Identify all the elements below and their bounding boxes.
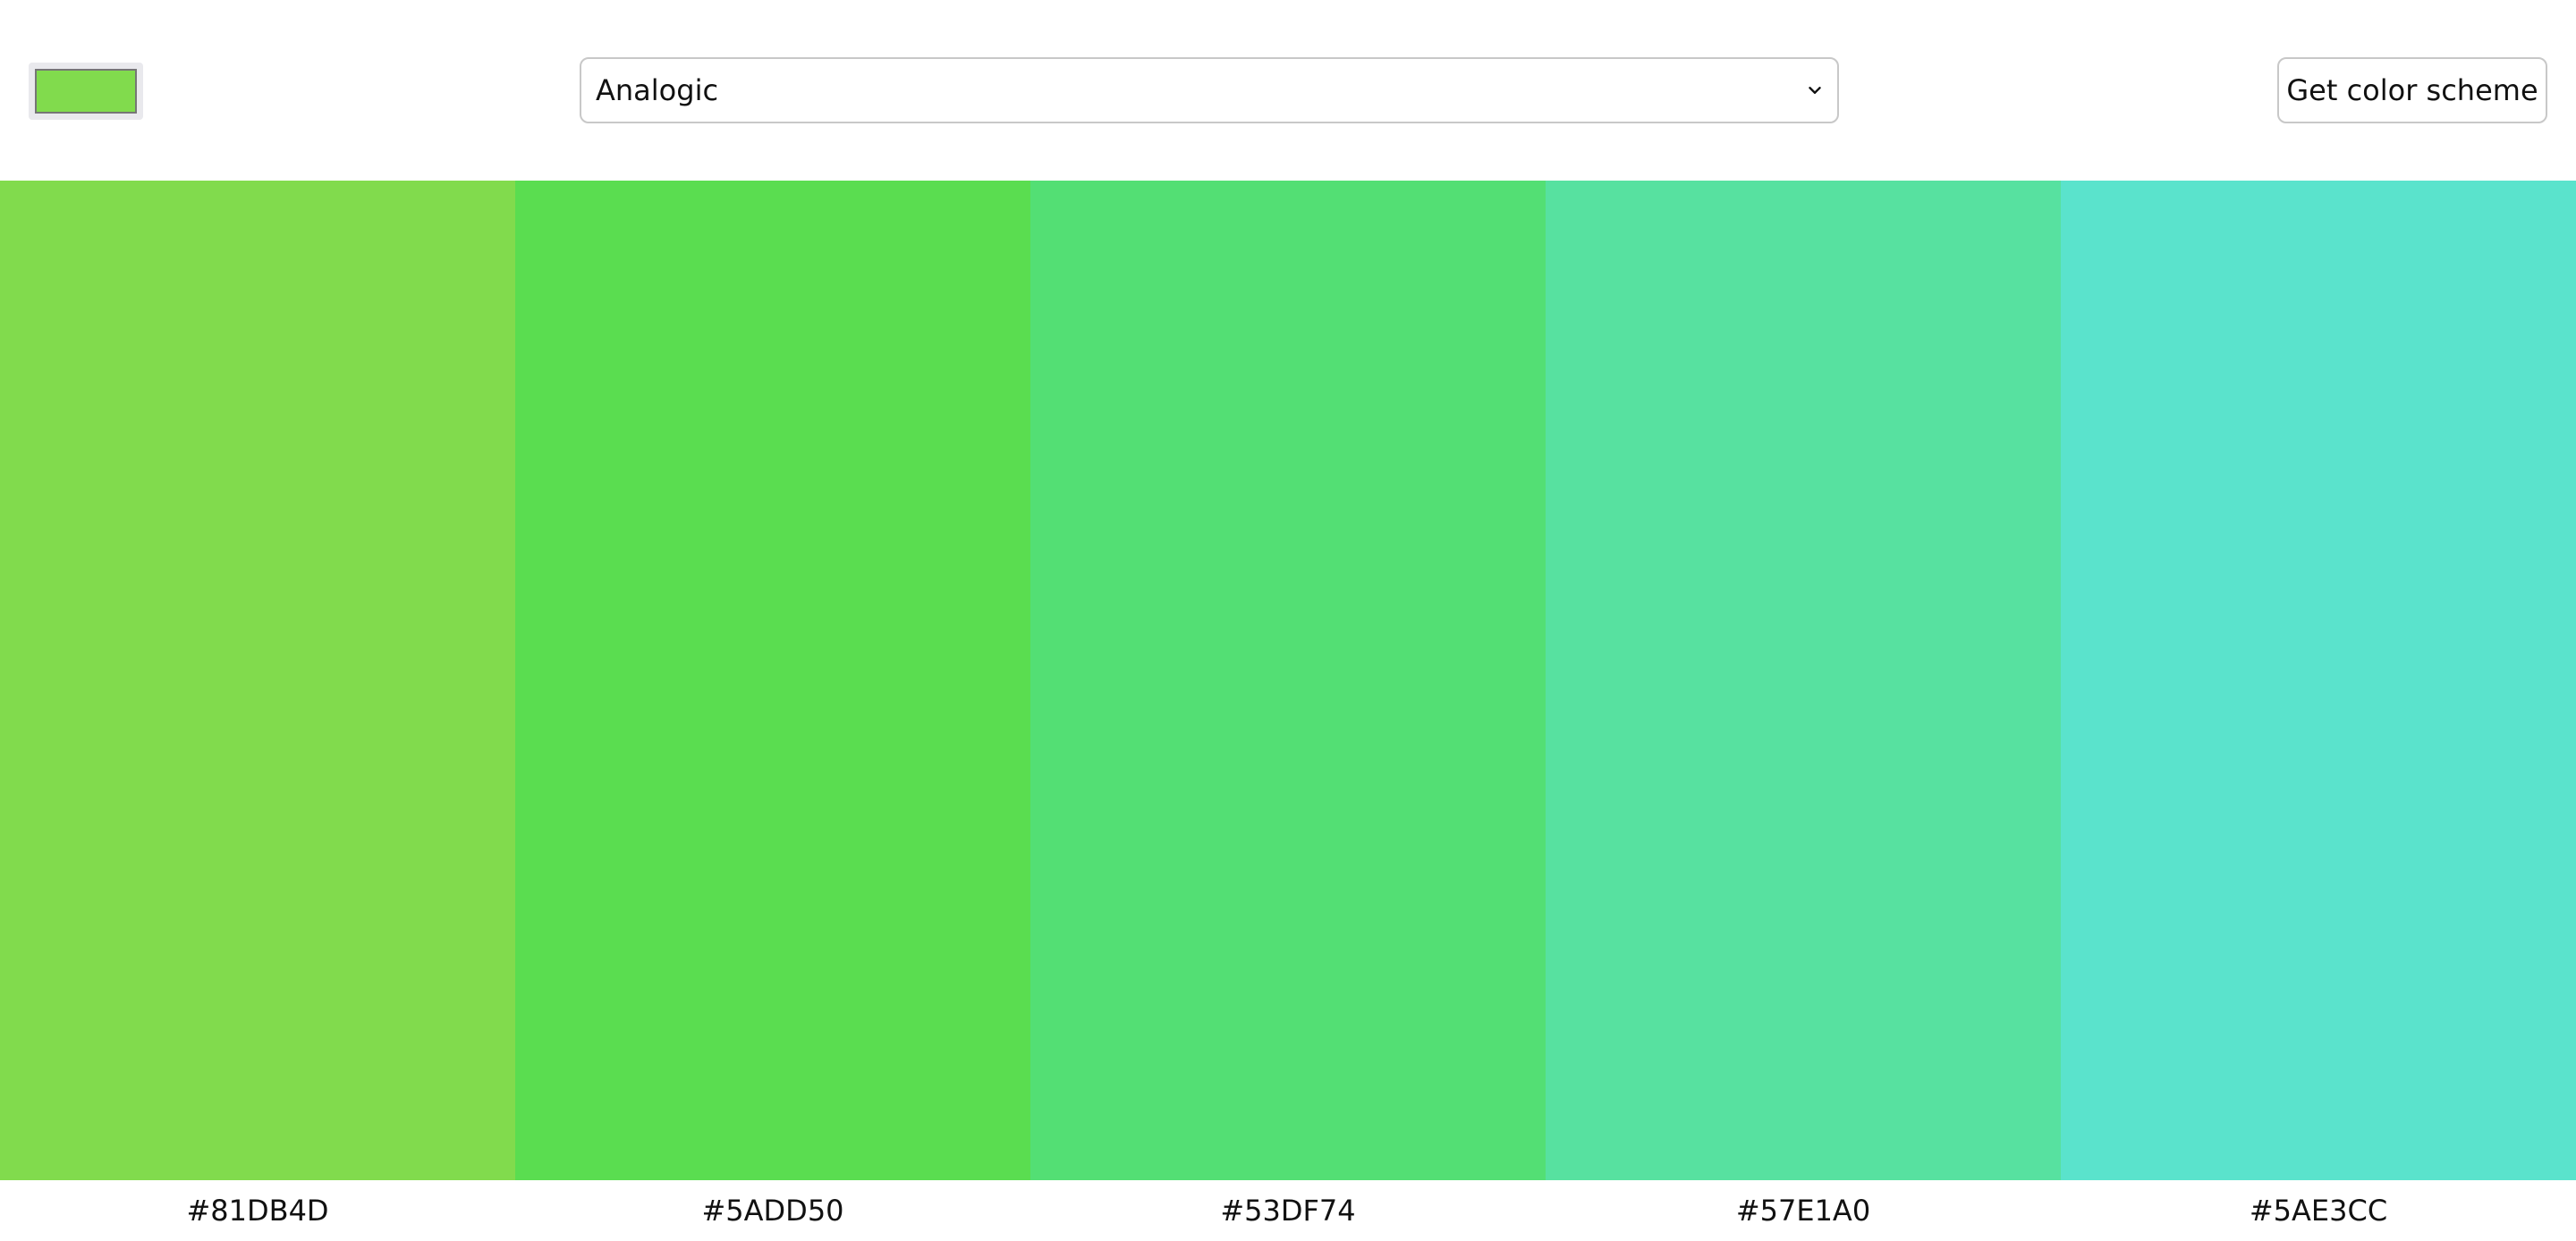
color-stripe-4[interactable]: [1546, 181, 2061, 1180]
color-stripe-3[interactable]: [1030, 181, 1546, 1180]
hex-label-2[interactable]: #5ADD50: [701, 1194, 844, 1228]
chevron-down-icon: [1809, 87, 1821, 94]
get-color-scheme-button[interactable]: Get color scheme: [2277, 57, 2547, 123]
scheme-mode-selected-value: Analogic: [596, 73, 719, 107]
hex-labels-row: #81DB4D #5ADD50 #53DF74 #57E1A0 #5AE3CC: [0, 1180, 2576, 1241]
header-toolbar: Analogic Get color scheme: [0, 0, 2576, 181]
hex-label-4[interactable]: #57E1A0: [1735, 1194, 1871, 1228]
color-stripe-5[interactable]: [2061, 181, 2576, 1180]
color-palette: [0, 181, 2576, 1180]
hex-label-5[interactable]: #5AE3CC: [2249, 1194, 2388, 1228]
scheme-mode-select[interactable]: Analogic: [580, 57, 1839, 123]
seed-color-swatch: [35, 69, 137, 114]
color-stripe-1[interactable]: [0, 181, 515, 1180]
hex-label-1[interactable]: #81DB4D: [186, 1194, 329, 1228]
seed-color-picker[interactable]: [29, 63, 143, 120]
hex-label-3[interactable]: #53DF74: [1220, 1194, 1356, 1228]
color-stripe-2[interactable]: [515, 181, 1030, 1180]
